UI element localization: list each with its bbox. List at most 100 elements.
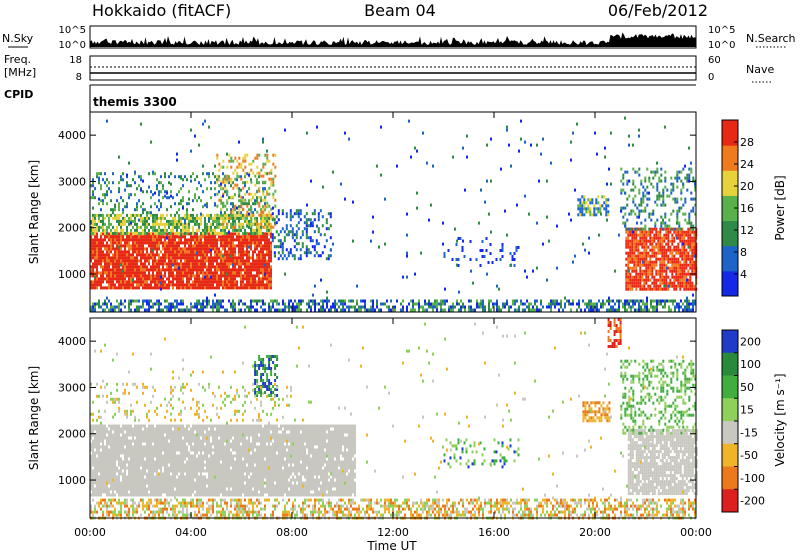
data-cell	[120, 196, 122, 199]
data-cell	[244, 238, 246, 241]
data-cell	[96, 473, 98, 476]
data-cell	[98, 241, 100, 244]
data-cell	[274, 175, 276, 178]
data-cell	[208, 238, 210, 241]
data-cell	[158, 259, 160, 262]
data-cell	[136, 268, 138, 271]
data-cell	[210, 181, 212, 184]
data-cell	[198, 262, 200, 265]
data-cell	[134, 220, 136, 223]
data-cell	[376, 306, 378, 309]
data-cell	[522, 309, 524, 312]
data-cell	[146, 250, 148, 253]
data-cell	[266, 193, 268, 196]
data-cell	[136, 259, 138, 262]
data-cell	[192, 214, 194, 217]
data-cell	[693, 267, 695, 270]
data-cell	[214, 232, 216, 235]
data-cell	[164, 195, 166, 198]
data-cell	[124, 250, 126, 253]
data-cell	[462, 147, 464, 150]
data-cell	[220, 303, 222, 306]
data-cell	[186, 208, 188, 211]
data-cell	[142, 250, 144, 253]
data-cell	[216, 232, 218, 235]
data-cell	[320, 279, 322, 282]
data-cell	[302, 230, 304, 233]
data-cell	[98, 217, 100, 220]
data-cell	[236, 160, 238, 163]
data-cell	[264, 220, 266, 223]
data-cell	[162, 247, 164, 250]
data-cell	[220, 202, 222, 205]
data-cell	[230, 178, 232, 181]
data-cell	[232, 229, 234, 232]
data-cell	[110, 476, 112, 479]
data-cell	[110, 303, 112, 306]
data-cell	[262, 163, 264, 166]
data-cell	[686, 174, 688, 177]
data-cell	[268, 250, 270, 253]
data-cell	[662, 195, 664, 198]
data-cell	[102, 238, 104, 241]
data-cell	[230, 274, 232, 277]
data-cell	[104, 464, 106, 467]
data-cell	[224, 280, 226, 283]
data-cell	[675, 276, 677, 279]
data-cell	[200, 306, 202, 309]
data-cell	[102, 265, 104, 268]
data-cell	[282, 227, 284, 230]
data-cell	[268, 262, 270, 265]
data-cell	[652, 306, 654, 309]
data-cell	[649, 255, 651, 258]
data-cell	[595, 201, 597, 204]
data-cell	[126, 205, 128, 208]
data-cell	[106, 440, 108, 443]
data-cell	[108, 434, 110, 437]
data-cell	[232, 274, 234, 277]
data-cell	[625, 285, 627, 288]
data-cell	[112, 283, 114, 286]
data-cell	[258, 280, 260, 283]
data-cell	[266, 202, 268, 205]
data-cell	[678, 177, 680, 180]
data-cell	[232, 247, 234, 250]
data-cell	[655, 246, 657, 249]
data-cell	[216, 238, 218, 241]
data-cell	[284, 309, 286, 312]
data-cell	[112, 458, 114, 461]
data-cell	[112, 211, 114, 214]
data-cell	[653, 234, 655, 237]
data-cell	[691, 246, 693, 249]
data-cell	[114, 262, 116, 265]
data-cell	[684, 165, 686, 168]
data-cell	[625, 231, 627, 234]
data-cell	[673, 246, 675, 249]
data-cell	[296, 230, 298, 233]
data-cell	[124, 277, 126, 280]
data-cell	[690, 192, 692, 195]
data-cell	[659, 261, 661, 264]
data-cell	[96, 250, 98, 253]
data-cell	[262, 259, 264, 262]
data-cell	[144, 235, 146, 238]
data-cell	[196, 262, 198, 265]
data-cell	[202, 286, 204, 289]
data-cell	[136, 238, 138, 241]
data-cell	[360, 309, 362, 312]
data-cell	[681, 240, 683, 243]
data-cell	[148, 241, 150, 244]
data-cell	[490, 300, 492, 303]
data-cell	[302, 245, 304, 248]
data-cell	[96, 476, 98, 479]
data-cell	[248, 277, 250, 280]
data-cell	[202, 306, 204, 309]
data-cell	[142, 262, 144, 265]
data-cell	[182, 283, 184, 286]
data-cell	[306, 228, 308, 231]
data-cell	[168, 244, 170, 247]
data-cell	[138, 232, 140, 235]
data-cell	[587, 207, 589, 210]
data-cell	[661, 282, 663, 285]
data-cell	[436, 306, 438, 309]
